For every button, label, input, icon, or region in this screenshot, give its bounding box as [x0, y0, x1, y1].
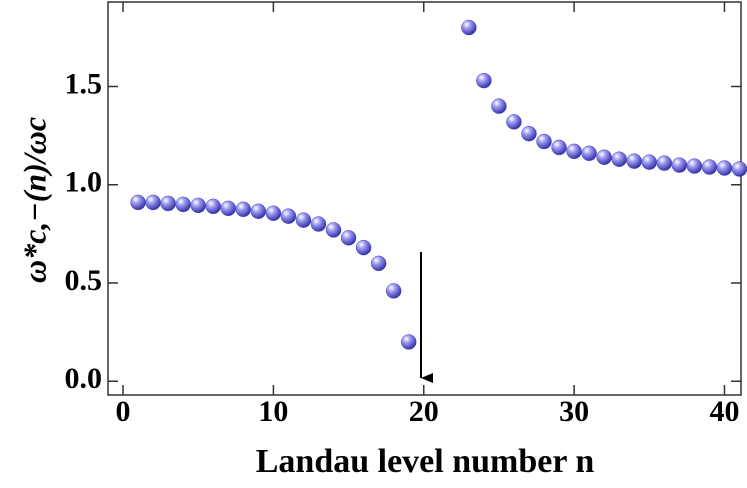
y-tick-label: 1.5	[65, 67, 103, 100]
point	[536, 133, 552, 150]
point	[175, 196, 191, 213]
point	[506, 114, 522, 130]
point	[385, 283, 402, 299]
point	[656, 155, 673, 171]
point	[596, 149, 612, 165]
point	[551, 139, 567, 156]
point	[581, 145, 597, 162]
x-tick-label: 30	[559, 395, 589, 428]
point	[686, 158, 703, 174]
point	[265, 205, 282, 221]
point	[295, 212, 312, 228]
y-tick-label: 0.0	[65, 362, 103, 395]
x-tick-label: 40	[709, 395, 739, 428]
y-tick-label: 0.5	[65, 264, 103, 297]
point	[461, 19, 477, 36]
point	[325, 222, 342, 238]
point	[626, 153, 642, 169]
point	[235, 201, 252, 218]
point	[355, 239, 372, 256]
point	[476, 72, 492, 89]
point	[190, 197, 206, 214]
point	[250, 203, 267, 220]
point	[566, 143, 582, 160]
point	[370, 255, 387, 272]
point	[731, 161, 747, 177]
plot-frame	[107, 1, 742, 396]
point	[220, 200, 237, 217]
y-axis-label: ω*c,−(n)/ωc	[16, 117, 52, 283]
point	[641, 154, 658, 170]
point	[280, 208, 297, 224]
point	[521, 125, 537, 142]
point	[671, 157, 688, 173]
point	[716, 160, 733, 176]
point	[130, 194, 146, 211]
point	[145, 194, 161, 211]
x-axis-label: Landau level number n	[256, 443, 595, 480]
point	[611, 151, 627, 167]
x-tick-label: 20	[409, 395, 439, 428]
x-tick-label: 10	[258, 395, 288, 428]
point	[310, 216, 327, 232]
x-tick-label: 0	[116, 395, 131, 428]
point	[491, 98, 507, 114]
point	[400, 334, 417, 350]
point	[205, 198, 221, 215]
point	[340, 230, 357, 246]
point	[701, 159, 718, 175]
y-tick-label: 1.0	[65, 166, 103, 199]
point	[160, 195, 176, 212]
